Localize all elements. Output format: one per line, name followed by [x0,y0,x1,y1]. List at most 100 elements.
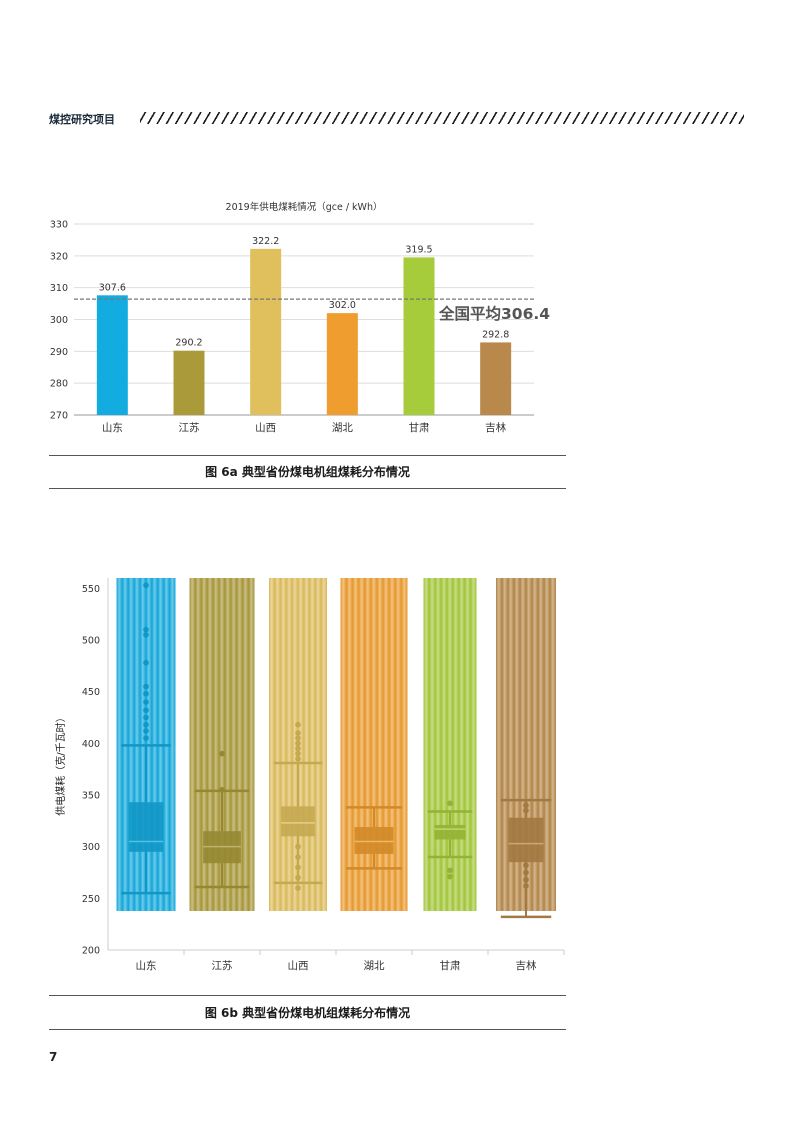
panel-stripe [286,578,293,911]
outlier-point [143,626,149,633]
x-tick-label: 山东 [102,421,123,434]
x-tick-label: 甘肃 [440,959,461,972]
panel-stripe [508,578,514,911]
panel-stripe [383,578,390,911]
outlier-point [143,632,149,638]
y-tick-label: 300 [82,842,100,853]
panel-stripe [496,578,502,911]
panel-stripe [502,578,508,911]
y-tick-label: 290 [50,347,68,358]
bar-value-label: 322.2 [252,236,279,247]
box [354,827,394,854]
panel-stripe [195,578,202,911]
outlier-point [143,659,149,666]
y-tick-label: 500 [82,636,100,647]
panel-stripe [298,578,304,911]
y-tick-label: 450 [82,687,100,698]
y-tick-label: 350 [82,791,100,802]
page-number: 7 [49,1050,58,1064]
outlier-point [143,582,149,589]
bar [480,342,512,415]
bar [250,248,282,415]
panel-stripe [280,578,287,911]
outlier-point [143,728,149,734]
outlier-point [523,876,529,883]
outlier-point [295,864,301,871]
panel-stripe [189,578,196,911]
y-tick-label: 280 [50,379,68,390]
panel-stripe [315,578,322,911]
panel-stripe [538,578,544,911]
x-tick-label: 江苏 [212,959,233,972]
outlier-point [447,873,453,880]
panel-stripe [352,578,359,911]
panel-stripe [213,578,220,911]
panel-stripe [303,578,310,911]
outlier-point [219,787,225,793]
outlier-point [523,802,529,809]
panel-stripe [544,578,550,911]
panel-stripe [470,578,477,911]
panel-stripe [248,578,255,911]
x-tick-label: 山东 [136,959,157,972]
panel-stripe [207,578,214,911]
outlier-point [143,721,149,728]
outlier-point [219,750,225,757]
panel-stripe [401,578,408,911]
x-tick-label: 山西 [255,422,276,434]
outlier-point [295,750,301,757]
y-tick-label: 200 [82,946,100,957]
bar-value-label: 307.6 [99,282,126,293]
x-tick-label: 甘肃 [409,421,430,434]
header-title: 煤控研究项目 [49,113,115,126]
panel-stripe [464,578,471,911]
panel-stripe [236,578,243,911]
panel-stripe [532,578,538,911]
y-tick-label: 550 [82,584,100,595]
bar [403,257,435,415]
outlier-point [523,862,529,869]
caption-rule-bottom [49,488,566,489]
panel-stripe [435,578,442,911]
panel-stripe [452,578,459,911]
y-tick-label: 330 [50,220,68,231]
outlier-point [295,730,301,736]
x-tick-label: 山西 [288,960,309,972]
panel-stripe [242,578,249,911]
y-tick-label: 320 [50,251,68,262]
panel-stripe [219,578,225,911]
y-tick-label: 250 [82,894,100,905]
outlier-point [295,885,301,891]
y-tick-label: 310 [50,283,68,294]
box [128,802,164,852]
bar [96,295,128,415]
panel-stripe [441,578,448,911]
outlier-point [143,707,149,714]
outlier-point [447,867,453,874]
figure-caption-6b: 图 6b 典型省份煤电机组煤耗分布情况 [204,1006,411,1020]
panel-stripe [346,578,353,911]
outlier-point [523,869,529,876]
panel-stripe [169,578,176,911]
caption-rule-top [49,455,566,456]
x-tick-label: 湖北 [364,960,385,972]
panel-stripe [230,578,237,911]
outlier-point [143,683,149,690]
chart-title: 2019年供电煤耗情况（gce / kWh） [226,201,383,213]
outlier-point [295,854,301,860]
panel-stripe [423,578,430,911]
bar-value-label: 290.2 [175,338,202,349]
bar-value-label: 319.5 [405,244,432,255]
outlier-point [295,756,301,762]
panel-stripe [550,578,556,911]
panel-stripe [340,578,347,911]
panel-stripe [321,578,327,911]
outlier-point [447,800,453,807]
x-tick-label: 江苏 [179,421,200,434]
panel-stripe [389,578,396,911]
bar-value-label: 302.0 [329,300,356,311]
outlier-point [295,721,301,728]
outlier-point [295,735,301,741]
box [508,817,544,863]
outlier-point [143,735,149,741]
